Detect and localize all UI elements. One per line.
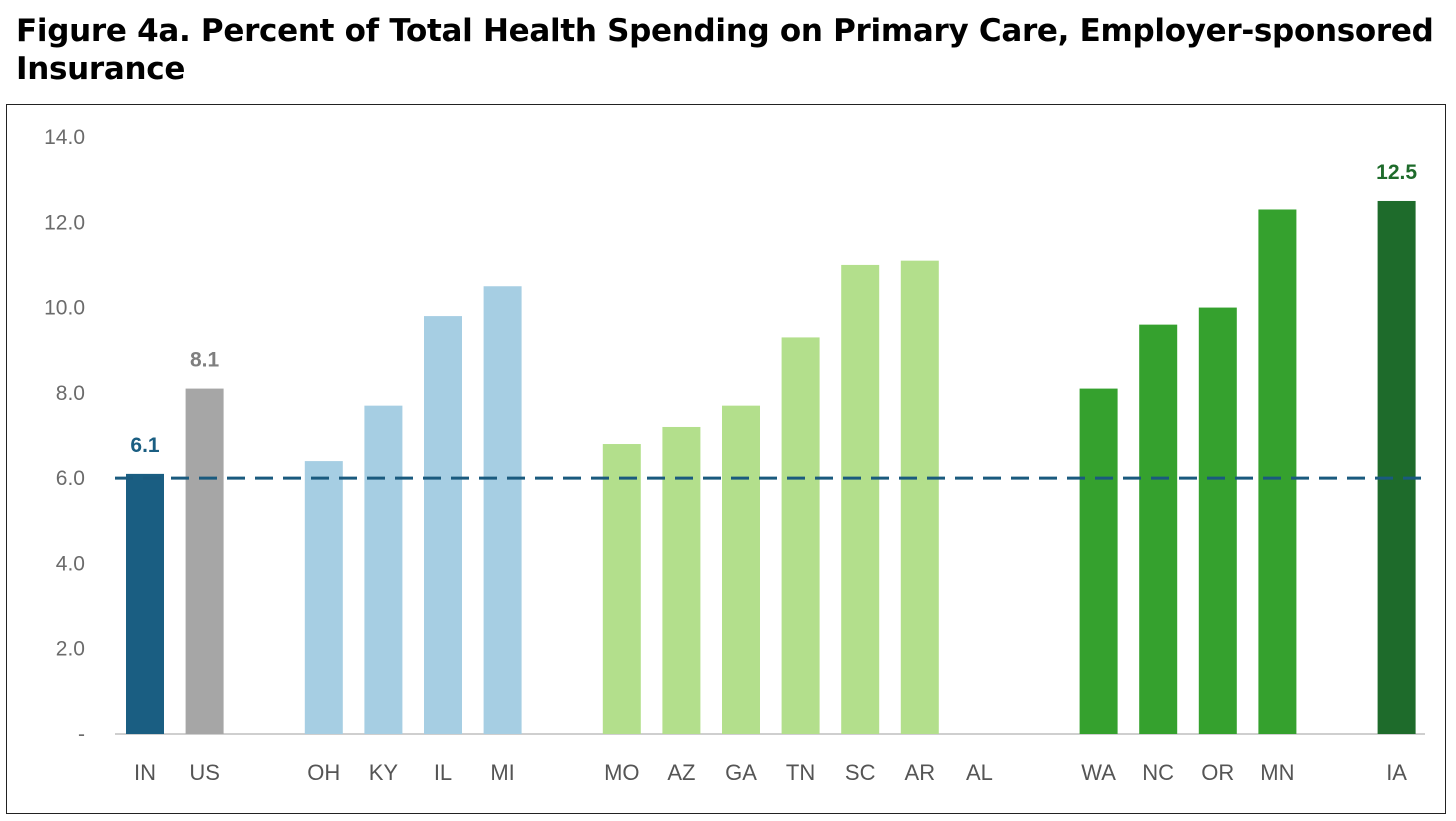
y-tick-label: 8.0	[56, 382, 85, 405]
bar-sc	[841, 264, 880, 734]
x-tick-label: MN	[1260, 760, 1294, 785]
bar-nc	[1139, 324, 1178, 734]
bar-mi	[483, 286, 522, 734]
x-tick-label: NC	[1142, 760, 1174, 785]
x-tick-label: MI	[490, 760, 514, 785]
y-tick-label: 14.0	[44, 126, 85, 149]
bar-il	[424, 316, 462, 734]
x-tick-label: AZ	[667, 760, 695, 785]
bar-tn	[781, 337, 820, 734]
y-tick-label: 12.0	[44, 211, 85, 234]
x-tick-label: SC	[845, 760, 876, 785]
data-label-us: 8.1	[190, 349, 220, 372]
y-tick-label: -	[78, 723, 85, 746]
x-tick-label: OH	[307, 760, 340, 785]
bar-wa	[1079, 388, 1118, 734]
x-tick-label: GA	[725, 760, 757, 785]
chart-frame	[6, 104, 1446, 814]
bar-ga	[722, 405, 760, 734]
data-label-in: 6.1	[130, 434, 160, 457]
bar-ar	[900, 260, 939, 734]
data-label-ia: 12.5	[1376, 161, 1417, 184]
bar-mo	[602, 444, 641, 734]
x-tick-label: WA	[1081, 760, 1116, 785]
x-tick-label: AR	[905, 760, 936, 785]
chart-title: Figure 4a. Percent of Total Health Spend…	[16, 13, 1434, 87]
x-tick-label: US	[189, 760, 220, 785]
y-tick-label: 4.0	[56, 552, 85, 575]
x-tick-label: TN	[786, 760, 815, 785]
bar-us	[185, 388, 224, 734]
bar-ky	[364, 405, 403, 734]
y-tick-label: 10.0	[44, 297, 85, 320]
bar-or	[1198, 307, 1237, 734]
bar-mn	[1258, 209, 1297, 734]
bar-ia	[1377, 200, 1416, 734]
x-tick-label: MO	[604, 760, 639, 785]
bar-oh	[304, 461, 343, 734]
bar-az	[662, 426, 701, 734]
x-tick-label: IN	[134, 760, 156, 785]
x-tick-label: IL	[434, 760, 452, 785]
x-tick-label: KY	[369, 760, 399, 785]
x-tick-label: OR	[1201, 760, 1234, 785]
x-tick-label: IA	[1386, 760, 1407, 785]
y-tick-label: 2.0	[56, 638, 85, 661]
bar-in	[126, 473, 164, 734]
y-tick-label: 6.0	[56, 467, 85, 490]
x-tick-label: AL	[966, 760, 993, 785]
